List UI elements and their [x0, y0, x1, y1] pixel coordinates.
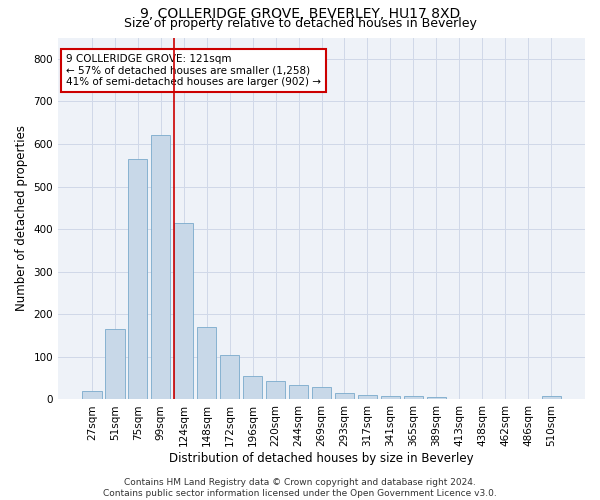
Bar	[335, 393, 354, 400]
Bar	[151, 136, 170, 400]
Text: 9 COLLERIDGE GROVE: 121sqm
← 57% of detached houses are smaller (1,258)
41% of s: 9 COLLERIDGE GROVE: 121sqm ← 57% of deta…	[66, 54, 321, 87]
Bar	[380, 396, 400, 400]
Bar	[82, 391, 101, 400]
Bar	[220, 354, 239, 400]
Text: Size of property relative to detached houses in Beverley: Size of property relative to detached ho…	[124, 18, 476, 30]
X-axis label: Distribution of detached houses by size in Beverley: Distribution of detached houses by size …	[169, 452, 474, 465]
Bar	[427, 397, 446, 400]
Bar	[289, 386, 308, 400]
Y-axis label: Number of detached properties: Number of detached properties	[15, 126, 28, 312]
Bar	[197, 327, 217, 400]
Bar	[105, 329, 125, 400]
Bar	[243, 376, 262, 400]
Bar	[128, 159, 148, 400]
Bar	[174, 222, 193, 400]
Bar	[312, 386, 331, 400]
Bar	[404, 396, 423, 400]
Text: 9, COLLERIDGE GROVE, BEVERLEY, HU17 8XD: 9, COLLERIDGE GROVE, BEVERLEY, HU17 8XD	[140, 8, 460, 22]
Bar	[358, 395, 377, 400]
Bar	[266, 381, 286, 400]
Bar	[542, 396, 561, 400]
Text: Contains HM Land Registry data © Crown copyright and database right 2024.
Contai: Contains HM Land Registry data © Crown c…	[103, 478, 497, 498]
